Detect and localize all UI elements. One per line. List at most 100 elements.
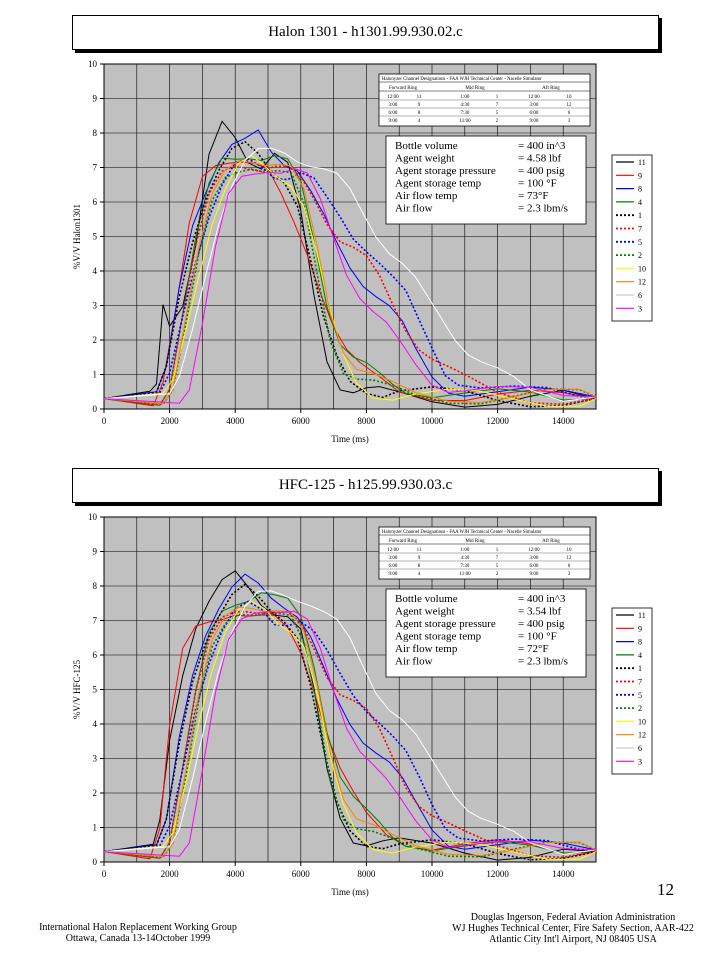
channel-table: Halonyzer Channel Designations - FAA WJH… [378, 526, 591, 580]
footer-right-line-1: Douglas Ingerson, Federal Aviation Admin… [470, 912, 676, 923]
info-label: Agent storage temp [395, 178, 482, 190]
x-axis-label: Time (ms) [331, 434, 368, 444]
series-line-11 [103, 570, 597, 861]
legend-entry-1: 1 [638, 664, 642, 673]
channel-table-cell: 8 [418, 111, 421, 116]
series-line-6 [103, 147, 597, 402]
channel-table-cell: 12:00 [387, 548, 399, 553]
legend: 11 9 8 4 1 7 5 2 10 12 6 3 [611, 154, 653, 322]
legend-entry-7: 7 [638, 678, 642, 687]
legend-entry-5: 5 [638, 691, 642, 700]
y-tick-label: 2 [93, 335, 98, 345]
channel-table-cell: 11:00 [459, 572, 471, 577]
info-value: = 100 °F [518, 631, 557, 643]
info-label: Agent weight [395, 606, 455, 618]
x-tick-label: 4000 [226, 416, 245, 426]
x-tick-label: 4000 [226, 869, 245, 879]
y-tick-label: 6 [93, 650, 98, 660]
channel-table-cell: 11:00 [459, 119, 471, 124]
footer-right-line-2: WJ Hughes Technical Center, Fire Safety … [452, 923, 694, 934]
legend-entry-3: 3 [638, 757, 642, 766]
channel-table-cell: 1:00 [461, 95, 470, 100]
series-line-5 [103, 158, 597, 400]
y-tick-label: 5 [93, 232, 98, 242]
info-value: = 2.3 lbm/s [518, 203, 568, 215]
info-value: = 72°F [518, 643, 548, 655]
x-tick-label: 6000 [292, 869, 311, 879]
y-tick-label: 7 [93, 616, 98, 626]
channel-table-cell: 8 [418, 564, 421, 569]
legend-entry-3: 3 [638, 304, 642, 313]
channel-table-cell: 11 [417, 548, 422, 553]
info-value: = 400 in^3 [518, 140, 566, 152]
info-label: Bottle volume [395, 140, 458, 152]
legend-entry-9: 9 [638, 171, 642, 180]
channel-table-header: Forward Ring [389, 86, 417, 91]
y-tick-label: 6 [93, 197, 98, 207]
legend-entry-2: 2 [638, 704, 642, 713]
series-line-10 [103, 154, 597, 407]
info-value: = 400 psig [518, 618, 565, 630]
channel-table-header: Aft Ring [542, 539, 560, 544]
legend-entry-6: 6 [638, 291, 642, 300]
chart-1-svg: 0 2000 4000 6000 8000 10000 12000 1400001234567… [72, 59, 653, 444]
footer-left-line-1: International Halon Replacement Working … [39, 922, 237, 933]
y-tick-label: 0 [93, 404, 98, 414]
channel-table-header: Forward Ring [389, 539, 417, 544]
info-value: = 4.58 lbf [518, 153, 562, 165]
legend-entry-8: 8 [638, 185, 642, 194]
x-tick-label: 10000 [421, 869, 444, 879]
channel-table-cell: 9:00 [389, 572, 398, 577]
channel-table-cell: 4 [418, 572, 421, 577]
channel-table-cell: 12 [567, 103, 573, 108]
series-line-9 [103, 614, 597, 860]
series-line-1 [103, 140, 597, 408]
channel-table-title: Halonyzer Channel Designations - FAA WJH… [382, 77, 542, 82]
y-tick-label: 8 [93, 581, 98, 591]
legend-entry-8: 8 [638, 638, 642, 647]
y-tick-label: 4 [93, 266, 98, 276]
y-axis-label: %V/V Halon1301 [72, 204, 82, 269]
legend-entry-10: 10 [638, 264, 646, 273]
info-box: Bottle volume = 400 in^3 Agent weight = 3.5… [385, 588, 587, 678]
footer-right: Douglas Ingerson, Federal Aviation Admin… [428, 912, 718, 945]
y-tick-label: 4 [93, 719, 98, 729]
channel-table-cell: 4:30 [461, 103, 470, 108]
channel-table-cell: 6 [568, 111, 571, 116]
y-axis-label: %V/V HFC-125 [72, 659, 82, 719]
channel-table-cell: 3:00 [389, 103, 398, 108]
channel-table-cell: 7:30 [461, 564, 470, 569]
legend: 11 9 8 4 1 7 5 2 10 12 6 3 [611, 607, 653, 775]
channel-table-cell: 6:00 [530, 564, 539, 569]
y-tick-label: 7 [93, 163, 98, 173]
channel-table-cell: 1:00 [461, 548, 470, 553]
x-tick-label: 2000 [161, 416, 180, 426]
x-tick-label: 12000 [486, 869, 509, 879]
legend-entry-2: 2 [638, 251, 642, 260]
channel-table-cell: 6:00 [389, 111, 398, 116]
x-tick-label: 10000 [421, 416, 444, 426]
series-line-7 [103, 164, 597, 406]
channel-table-header: Aft Ring [542, 86, 560, 91]
info-value: = 400 in^3 [518, 593, 566, 605]
info-label: Bottle volume [395, 593, 458, 605]
y-tick-label: 9 [93, 547, 98, 557]
info-label: Agent weight [395, 153, 455, 165]
channel-table-cell: 9:00 [530, 572, 539, 577]
info-label: Air flow [395, 656, 433, 668]
channel-table-cell: 9 [418, 103, 421, 108]
channel-table-cell: 9:00 [389, 119, 398, 124]
legend-entry-7: 7 [638, 225, 642, 234]
info-value: = 73°F [518, 190, 548, 202]
y-tick-label: 2 [93, 788, 98, 798]
channel-table-cell: 11 [417, 95, 422, 100]
x-tick-label: 8000 [357, 869, 376, 879]
y-tick-label: 1 [93, 823, 98, 833]
y-tick-label: 3 [93, 754, 98, 764]
series-line-5 [103, 600, 597, 853]
legend-entry-1: 1 [638, 211, 642, 220]
info-label: Air flow temp [395, 190, 458, 202]
chart-2-title: HFC-125 - h125.99.930.03.c [72, 468, 659, 503]
channel-table-cell: 2 [496, 119, 499, 124]
info-value: = 100 °F [518, 178, 557, 190]
